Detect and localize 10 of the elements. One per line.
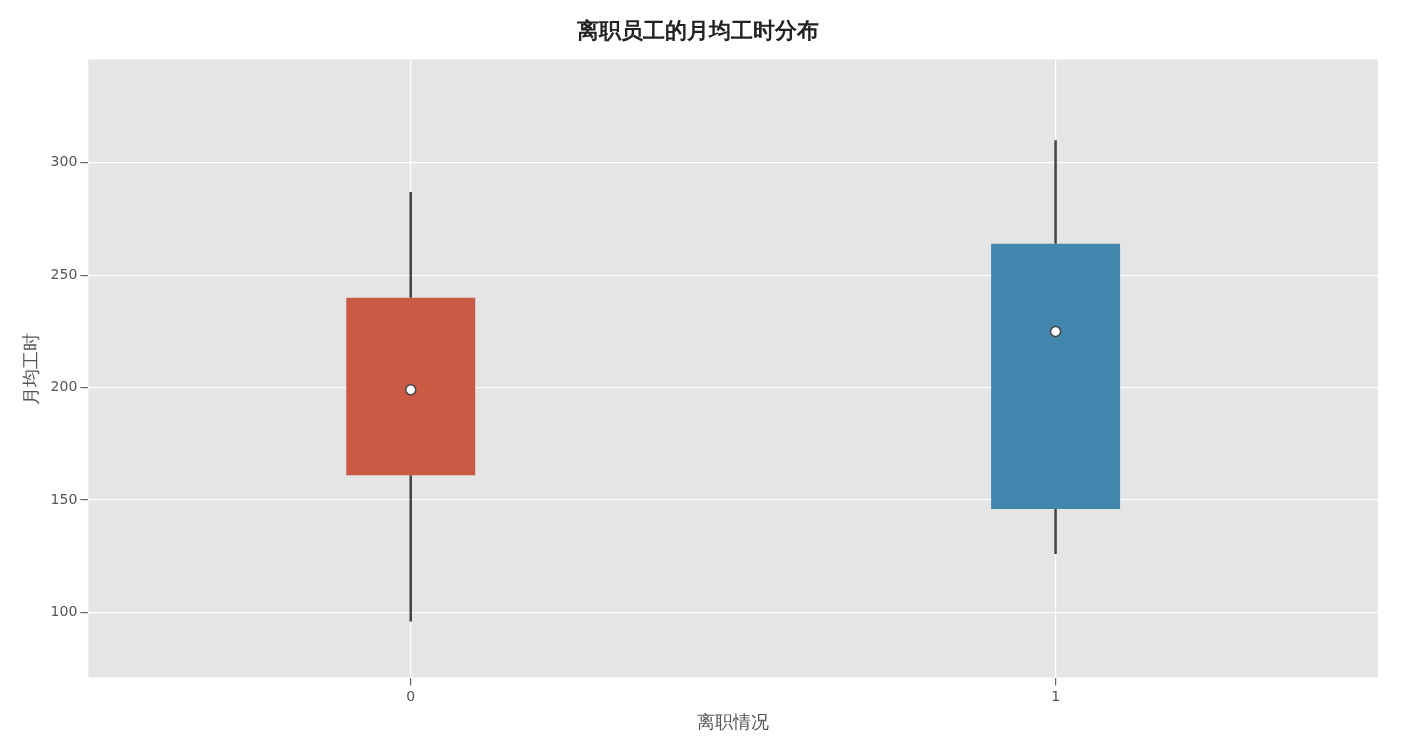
chart-title: 离职员工的月均工时分布 (576, 17, 819, 43)
y-tick-label: 250 (50, 265, 78, 282)
x-axis-title: 离职情况 (697, 710, 770, 732)
y-tick-label: 300 (50, 153, 78, 170)
y-tick-label: 200 (50, 378, 78, 395)
y-tick-label: 150 (50, 490, 78, 507)
x-tick-label: 0 (406, 687, 416, 704)
y-axis-title: 月均工时 (20, 332, 42, 405)
y-tick-label: 100 (50, 603, 78, 620)
x-tick-label: 1 (1051, 687, 1061, 704)
